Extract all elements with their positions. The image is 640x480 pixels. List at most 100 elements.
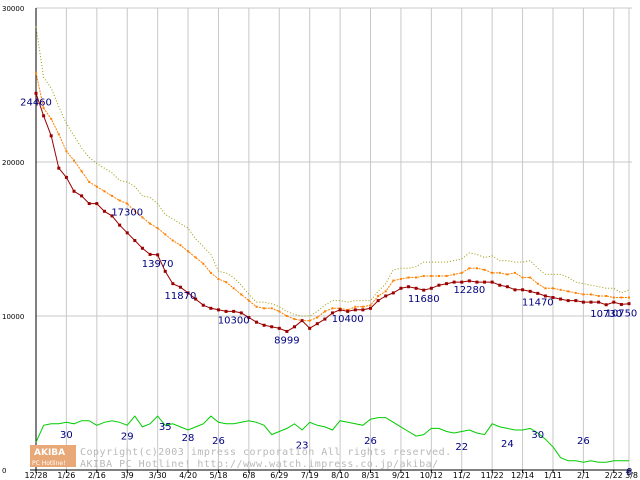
data-point-min-price xyxy=(277,326,281,330)
y-tick-label: 10000 xyxy=(2,313,24,321)
data-point-min-price xyxy=(80,194,84,198)
data-point-min-price xyxy=(338,308,342,312)
data-point-avg-price xyxy=(460,271,463,274)
data-point-avg-price xyxy=(126,202,129,205)
price-data-label: 10750 xyxy=(605,308,637,319)
data-point-avg-price xyxy=(551,287,554,290)
data-point-min-price xyxy=(216,308,220,312)
data-point-min-price xyxy=(64,175,68,179)
data-point-avg-price xyxy=(559,288,562,291)
data-point-avg-price xyxy=(369,304,372,307)
x-tick-label: 11/22 xyxy=(481,471,504,480)
data-point-min-price xyxy=(171,282,175,286)
data-point-avg-price xyxy=(194,256,197,259)
data-point-avg-price xyxy=(612,296,615,299)
logo-bottom-text: PC Hotline! xyxy=(32,460,65,467)
data-point-min-price xyxy=(209,306,213,310)
data-point-min-price xyxy=(536,291,540,295)
price-data-label: 10730 xyxy=(590,309,622,320)
count-data-label: 30 xyxy=(60,430,73,441)
data-point-min-price xyxy=(513,288,517,292)
data-point-min-price xyxy=(391,291,395,295)
data-point-min-price xyxy=(118,223,122,227)
data-point-min-price xyxy=(414,286,418,290)
data-point-avg-price xyxy=(399,278,402,281)
data-point-min-price xyxy=(72,189,76,193)
data-point-avg-price xyxy=(232,287,235,290)
y-tick-label: 0 xyxy=(2,467,6,475)
copyright-text: Copyright(c)2003 impress corporation All… xyxy=(80,447,452,458)
series-shop-count xyxy=(35,415,629,463)
data-point-avg-price xyxy=(567,290,570,293)
data-point-avg-price xyxy=(445,274,448,277)
data-point-min-price xyxy=(452,280,456,284)
data-point-min-price xyxy=(490,280,494,284)
x-tick-label: 5/18 xyxy=(209,471,227,480)
count-data-label: 22 xyxy=(455,442,468,453)
akiba-logo xyxy=(30,445,76,467)
data-point-min-price xyxy=(133,239,137,243)
data-point-avg-price xyxy=(209,271,212,274)
series-line-max-price xyxy=(35,26,630,317)
data-point-avg-price xyxy=(187,250,190,253)
x-tick-label: 3/8 xyxy=(625,471,638,480)
data-point-min-price xyxy=(521,288,525,292)
data-point-avg-price xyxy=(247,299,250,302)
data-point-min-price xyxy=(475,280,479,284)
data-point-avg-price xyxy=(133,210,136,213)
data-point-avg-price xyxy=(308,319,311,322)
data-point-avg-price xyxy=(620,296,623,299)
footer: AKIBA PC Hotline! Copyright(c)2003 impre… xyxy=(30,445,452,470)
count-data-label: 26 xyxy=(577,436,590,447)
data-point-min-price xyxy=(247,316,251,320)
price-data-label: 13970 xyxy=(142,259,174,270)
x-tick-label: 9/21 xyxy=(392,471,410,480)
data-point-avg-price xyxy=(164,233,167,236)
price-data-label: 11870 xyxy=(165,291,197,302)
price-data-label: 10300 xyxy=(218,315,250,326)
data-point-avg-price xyxy=(255,305,258,308)
data-point-min-price xyxy=(201,303,205,307)
data-point-avg-price xyxy=(483,268,486,271)
data-point-avg-price xyxy=(513,271,516,274)
data-point-avg-price xyxy=(88,181,91,184)
data-point-avg-price xyxy=(453,273,456,276)
data-point-min-price xyxy=(528,289,532,293)
data-point-min-price xyxy=(178,285,182,289)
data-point-avg-price xyxy=(293,318,296,321)
data-point-avg-price xyxy=(73,159,76,162)
data-point-min-price xyxy=(87,202,91,206)
series-line-avg-price xyxy=(35,72,629,322)
count-data-label: 6 xyxy=(626,467,632,478)
data-point-min-price xyxy=(369,306,373,310)
price-data-label: 11680 xyxy=(408,294,440,305)
data-point-avg-price xyxy=(179,244,182,247)
data-point-avg-price xyxy=(202,262,205,265)
x-tick-label: 12/14 xyxy=(511,471,534,480)
price-data-label: 10400 xyxy=(332,314,364,325)
data-point-min-price xyxy=(445,282,449,286)
data-point-avg-price xyxy=(35,71,37,74)
data-point-min-price xyxy=(163,269,167,273)
price-data-label: 12280 xyxy=(453,285,485,296)
price-data-label: 17300 xyxy=(111,208,143,219)
grid-lines xyxy=(35,7,632,470)
x-tick-label: 8/10 xyxy=(331,471,349,480)
x-tick-label: 3/30 xyxy=(149,471,167,480)
data-point-min-price xyxy=(346,309,350,313)
count-data-label: 35 xyxy=(159,422,172,433)
data-point-min-price xyxy=(292,325,296,329)
x-tick-label: 3/9 xyxy=(121,471,134,480)
data-point-min-price xyxy=(353,308,357,312)
data-point-min-price xyxy=(148,252,152,256)
data-point-min-price xyxy=(460,280,464,284)
x-tick-label: 8/31 xyxy=(362,471,380,480)
data-point-min-price xyxy=(125,231,129,235)
data-point-min-price xyxy=(384,294,388,298)
data-point-min-price xyxy=(581,300,585,304)
data-point-avg-price xyxy=(95,185,98,188)
data-point-avg-price xyxy=(491,271,494,274)
x-tick-label: 1/11 xyxy=(544,471,562,480)
data-point-min-price xyxy=(361,308,365,312)
data-point-avg-price xyxy=(111,194,114,197)
